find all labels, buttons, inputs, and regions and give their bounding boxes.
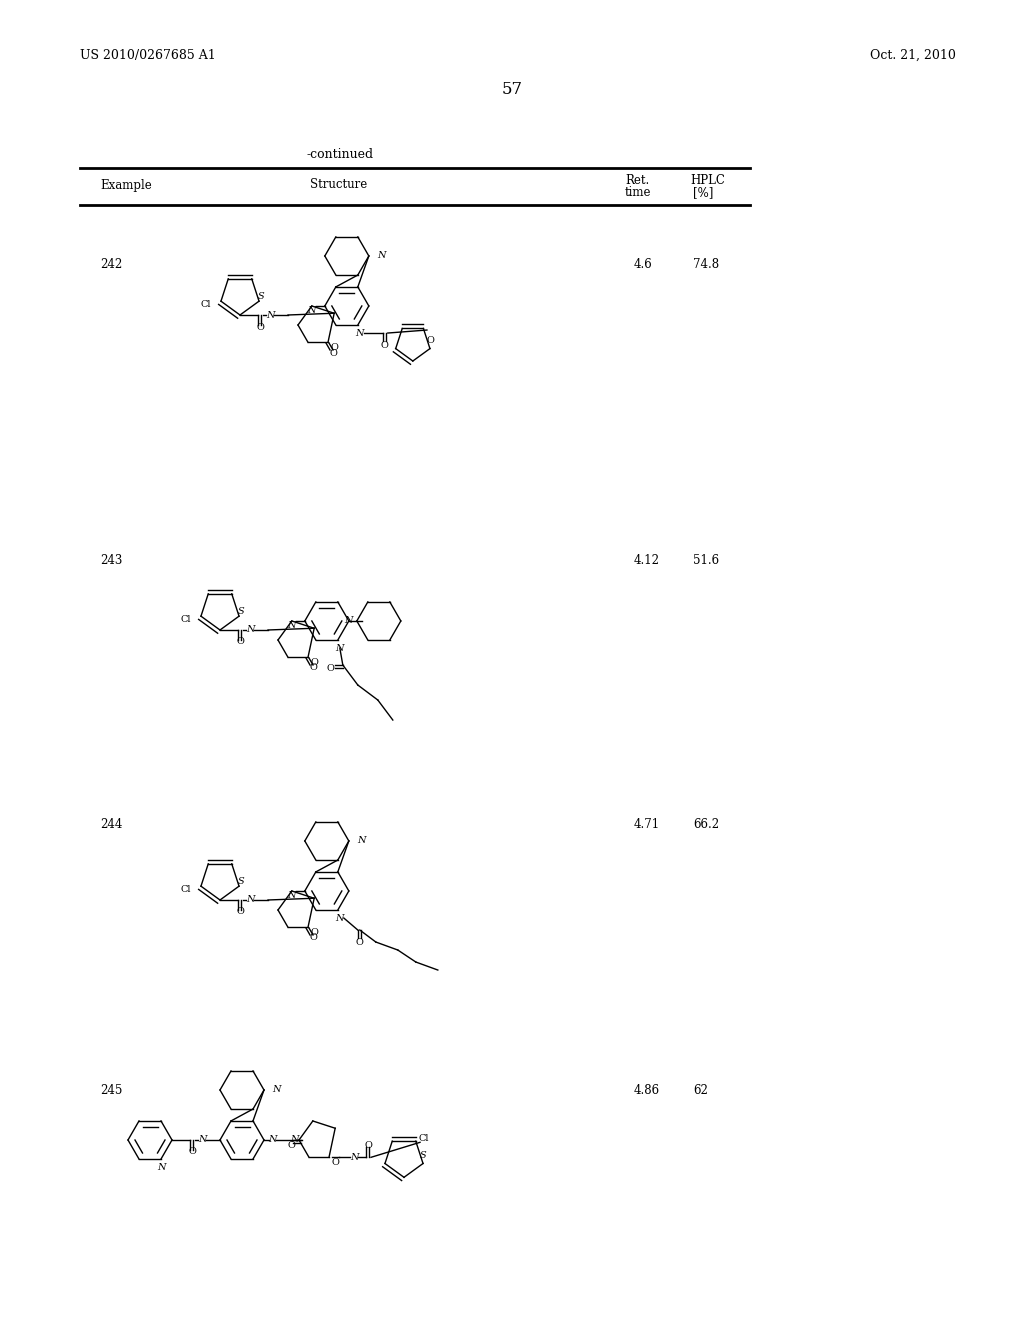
Text: O: O xyxy=(329,348,337,358)
Text: O: O xyxy=(237,908,244,916)
Text: 66.2: 66.2 xyxy=(693,818,719,832)
Text: O: O xyxy=(426,337,434,345)
Text: N: N xyxy=(266,310,274,319)
Text: N: N xyxy=(246,626,254,635)
Text: 4.12: 4.12 xyxy=(634,553,660,566)
Text: 4.86: 4.86 xyxy=(634,1084,660,1097)
Text: O: O xyxy=(309,664,317,672)
Text: N: N xyxy=(288,622,296,631)
Text: Ret.: Ret. xyxy=(625,173,649,186)
Text: 57: 57 xyxy=(502,82,522,99)
Text: N: N xyxy=(356,837,366,846)
Text: O: O xyxy=(256,322,264,331)
Text: S: S xyxy=(238,876,245,886)
Text: O: O xyxy=(287,1140,295,1150)
Text: Cl: Cl xyxy=(201,300,211,309)
Text: N: N xyxy=(288,891,296,900)
Text: O: O xyxy=(309,933,317,942)
Text: N: N xyxy=(290,1135,298,1144)
Text: N: N xyxy=(336,644,344,652)
Text: N: N xyxy=(157,1163,165,1172)
Text: N: N xyxy=(355,329,365,338)
Text: -continued: -continued xyxy=(306,149,374,161)
Text: Oct. 21, 2010: Oct. 21, 2010 xyxy=(870,49,955,62)
Text: N: N xyxy=(350,1152,358,1162)
Text: 242: 242 xyxy=(100,259,122,272)
Text: O: O xyxy=(237,638,244,647)
Text: Cl: Cl xyxy=(419,1134,429,1143)
Text: HPLC: HPLC xyxy=(690,173,725,186)
Text: O: O xyxy=(381,341,389,350)
Text: S: S xyxy=(258,292,264,301)
Text: O: O xyxy=(188,1147,196,1156)
Text: time: time xyxy=(625,186,651,199)
Text: Example: Example xyxy=(100,178,152,191)
Text: O: O xyxy=(310,928,317,937)
Text: O: O xyxy=(331,1158,339,1167)
Text: O: O xyxy=(327,664,335,672)
Text: US 2010/0267685 A1: US 2010/0267685 A1 xyxy=(80,49,216,62)
Text: 51.6: 51.6 xyxy=(693,553,719,566)
Text: N: N xyxy=(377,252,385,260)
Text: O: O xyxy=(310,657,317,667)
Text: 62: 62 xyxy=(693,1084,708,1097)
Text: 245: 245 xyxy=(100,1084,123,1097)
Text: 243: 243 xyxy=(100,553,123,566)
Text: 4.6: 4.6 xyxy=(634,259,652,272)
Text: Cl: Cl xyxy=(180,884,191,894)
Text: N: N xyxy=(246,895,254,904)
Text: N: N xyxy=(272,1085,281,1094)
Text: S: S xyxy=(238,607,245,615)
Text: Cl: Cl xyxy=(180,615,191,623)
Text: 74.8: 74.8 xyxy=(693,259,719,272)
Text: N: N xyxy=(267,1135,276,1144)
Text: O: O xyxy=(330,343,338,352)
Text: Structure: Structure xyxy=(310,178,368,191)
Text: O: O xyxy=(356,937,364,946)
Text: N: N xyxy=(198,1135,206,1144)
Text: N: N xyxy=(344,616,353,626)
Text: O: O xyxy=(365,1140,372,1150)
Text: N: N xyxy=(307,306,316,315)
Text: 4.71: 4.71 xyxy=(634,818,660,832)
Text: [%]: [%] xyxy=(693,186,714,199)
Text: N: N xyxy=(336,913,344,923)
Text: S: S xyxy=(420,1151,426,1160)
Text: 244: 244 xyxy=(100,818,123,832)
